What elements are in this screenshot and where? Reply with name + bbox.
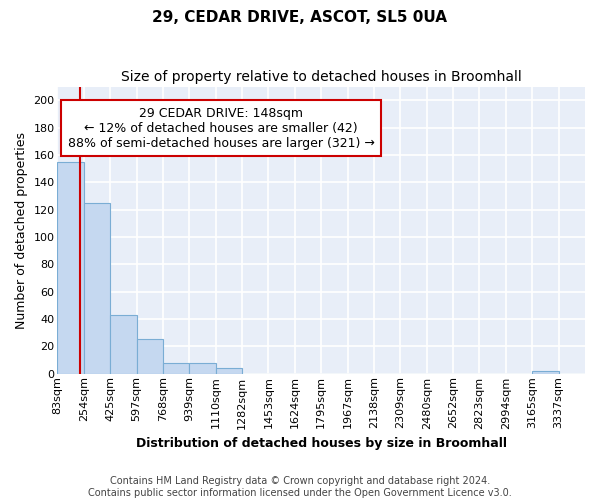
Bar	[58, 162, 84, 374]
Text: Contains HM Land Registry data © Crown copyright and database right 2024.
Contai: Contains HM Land Registry data © Crown c…	[88, 476, 512, 498]
Y-axis label: Number of detached properties: Number of detached properties	[15, 132, 28, 328]
X-axis label: Distribution of detached houses by size in Broomhall: Distribution of detached houses by size …	[136, 437, 507, 450]
Text: 29, CEDAR DRIVE, ASCOT, SL5 0UA: 29, CEDAR DRIVE, ASCOT, SL5 0UA	[152, 10, 448, 25]
Bar	[84, 203, 110, 374]
Bar	[110, 315, 137, 374]
Bar	[163, 362, 190, 374]
Bar	[216, 368, 242, 374]
Text: 29 CEDAR DRIVE: 148sqm
← 12% of detached houses are smaller (42)
88% of semi-det: 29 CEDAR DRIVE: 148sqm ← 12% of detached…	[68, 106, 374, 150]
Bar	[532, 371, 559, 374]
Bar	[190, 362, 216, 374]
Bar	[137, 340, 163, 374]
Title: Size of property relative to detached houses in Broomhall: Size of property relative to detached ho…	[121, 70, 521, 84]
